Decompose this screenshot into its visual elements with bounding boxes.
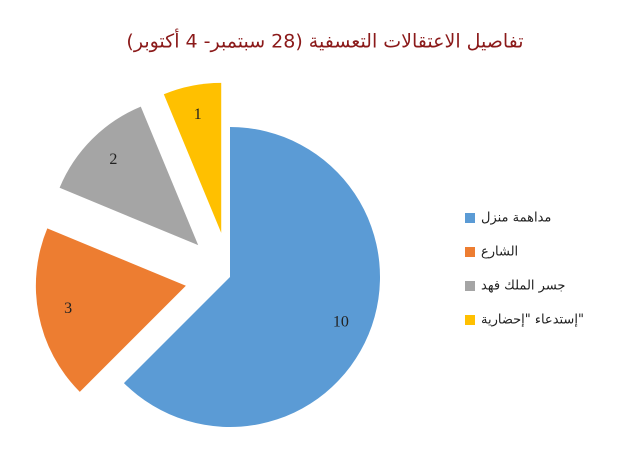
- legend-swatch: [465, 213, 475, 223]
- pie-slice: [59, 106, 199, 246]
- value-label: 10: [333, 314, 349, 331]
- value-label: 2: [109, 151, 117, 168]
- legend-swatch: [465, 315, 475, 325]
- legend-label: الشارع: [481, 245, 518, 260]
- legend-swatch: [465, 247, 475, 257]
- chart-title: تفاصيل الاعتقالات التعسفية (28 سبتمبر- 4…: [126, 29, 523, 53]
- legend-label: جسر الملك فهد: [481, 279, 565, 294]
- pie-slice: [123, 127, 380, 427]
- pie-slice: [163, 82, 222, 233]
- pie-slice: [35, 228, 186, 392]
- value-label: 1: [194, 106, 202, 123]
- value-label: 3: [64, 300, 72, 317]
- legend-label: إستدعاء "إحضارية": [481, 313, 584, 328]
- legend-label: مداهمة منزل: [481, 211, 551, 226]
- legend-swatch: [465, 281, 475, 291]
